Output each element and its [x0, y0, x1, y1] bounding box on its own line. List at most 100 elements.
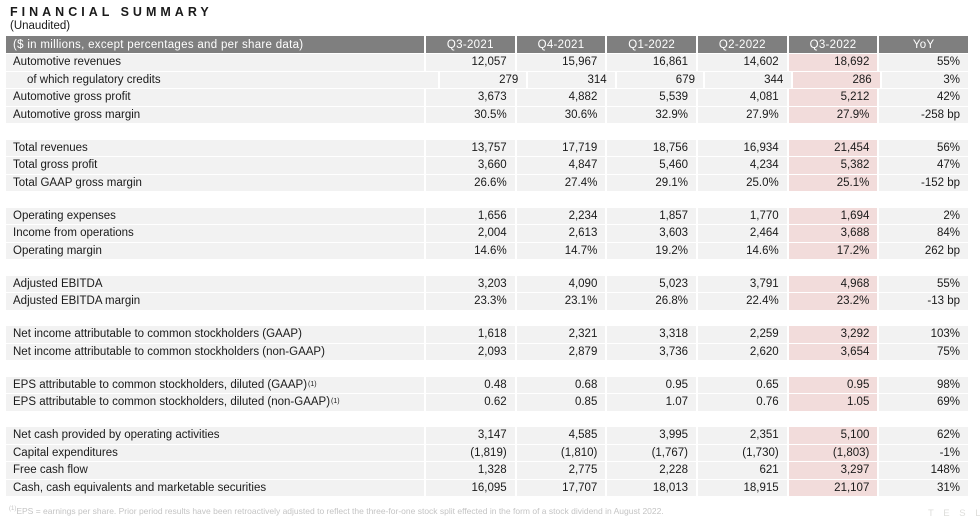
- value-cell-q1-2022: 5,539: [607, 89, 697, 106]
- value-cell-q3-2022: 286: [793, 71, 880, 88]
- value-cell-q4-2021: 15,967: [516, 54, 606, 71]
- value-cell-q4-2021: 4,882: [516, 89, 606, 106]
- value-cell-q3-2022: 4,968: [788, 275, 878, 292]
- value-cell-q2-2022: 14,602: [698, 54, 787, 71]
- value-cell-q3-2021: 2,093: [426, 343, 515, 360]
- value-cell-q1-2022: (1,767): [607, 444, 697, 461]
- row-label: Total gross profit: [6, 157, 424, 174]
- value-cell-q4-2021: 4,090: [516, 275, 606, 292]
- value-cell-q1-2022: 5,023: [607, 275, 697, 292]
- value-cell-q4-2021: 4,847: [516, 157, 606, 174]
- value-cell-q3-2021: 14.6%: [426, 242, 515, 259]
- footnote-superscript: (1): [9, 506, 17, 513]
- value-cell-q2-2022: 4,081: [698, 89, 787, 106]
- tesla-watermark: T E S L A: [928, 508, 980, 519]
- section-gap: [6, 412, 968, 428]
- value-cell-q2-2022: 22.4%: [698, 293, 787, 310]
- section-gap: [6, 260, 968, 276]
- value-cell-yoy: -1%: [879, 444, 969, 461]
- value-cell-q4-2021: 30.6%: [516, 106, 606, 123]
- value-cell-q1-2022: 19.2%: [607, 242, 697, 259]
- value-cell-q4-2021: 17,719: [516, 139, 606, 156]
- value-cell-q4-2021: 2,321: [516, 326, 606, 343]
- value-cell-q1-2022: 5,460: [607, 157, 697, 174]
- table-row: Capital expenditures (1,819) (1,810) (1,767…: [6, 444, 969, 461]
- value-cell-q3-2021: 13,757: [426, 139, 515, 156]
- value-cell-q1-2022: 18,013: [607, 479, 697, 496]
- value-cell-q3-2021: 3,660: [426, 157, 515, 174]
- table-row: Automotive gross margin 30.5% 30.6% 32.9% 27…: [6, 106, 969, 123]
- row-label: Adjusted EBITDA margin: [6, 293, 424, 310]
- table-header-label: ($ in millions, except percentages and p…: [6, 36, 424, 53]
- column-header-q1-2022: Q1-2022: [607, 36, 697, 53]
- value-cell-q1-2022: 2,228: [607, 462, 697, 479]
- footnote: (1)EPS = earnings per share. Prior perio…: [8, 506, 664, 516]
- table-row: Automotive gross profit 3,673 4,882 5,539 4,…: [6, 89, 969, 106]
- row-label: Net cash provided by operating activitie…: [6, 427, 424, 444]
- value-cell-q3-2022: 21,107: [788, 479, 878, 496]
- table-row: Adjusted EBITDA 3,203 4,090 5,023 3,791 4,968…: [6, 275, 969, 292]
- value-cell-q1-2022: 3,736: [607, 343, 697, 360]
- value-cell-q3-2021: (1,819): [426, 444, 515, 461]
- value-cell-q1-2022: 1,857: [607, 207, 697, 224]
- table-row: Adjusted EBITDA margin 23.3% 23.1% 26.8% 22.…: [6, 293, 969, 310]
- value-cell-q4-2021: 2,234: [516, 207, 606, 224]
- value-cell-q3-2022: 23.2%: [788, 293, 878, 310]
- row-label: EPS attributable to common stockholders,…: [6, 394, 424, 411]
- value-cell-q4-2021: (1,810): [516, 444, 606, 461]
- table-header-row: ($ in millions, except percentages and p…: [6, 36, 969, 53]
- value-cell-q2-2022: 14.6%: [698, 242, 787, 259]
- value-cell-q1-2022: 26.8%: [607, 293, 697, 310]
- value-cell-q4-2021: 0.68: [516, 376, 606, 393]
- value-cell-yoy: -258 bp: [879, 106, 969, 123]
- row-label: Automotive gross profit: [6, 89, 424, 106]
- row-label: Free cash flow: [6, 462, 424, 479]
- column-header-q4-2021: Q4-2021: [516, 36, 606, 53]
- value-cell-q2-2022: 621: [698, 462, 787, 479]
- table-row: Operating expenses 1,656 2,234 1,857 1,770 1,…: [6, 207, 969, 224]
- value-cell-q4-2021: 27.4%: [516, 174, 606, 191]
- value-cell-q3-2022: 21,454: [788, 139, 878, 156]
- value-cell-q4-2021: 23.1%: [516, 293, 606, 310]
- table-row: EPS attributable to common stockholders,…: [6, 376, 969, 393]
- value-cell-q3-2021: 1,328: [426, 462, 515, 479]
- section-gap: [6, 192, 968, 208]
- value-cell-q2-2022: 25.0%: [698, 174, 787, 191]
- value-cell-q3-2021: 3,203: [426, 275, 515, 292]
- table-row: Income from operations 2,004 2,613 3,603 2,4…: [6, 225, 969, 242]
- value-cell-q3-2022: 0.95: [788, 376, 878, 393]
- row-label: Capital expenditures: [6, 444, 424, 461]
- table-row: Net income attributable to common stockh…: [6, 326, 969, 343]
- value-cell-q2-2022: 3,791: [698, 275, 787, 292]
- value-cell-yoy: 56%: [879, 139, 969, 156]
- value-cell-q3-2022: (1,803): [788, 444, 878, 461]
- table-row: EPS attributable to common stockholders,…: [6, 394, 969, 411]
- column-header-q3-2021: Q3-2021: [426, 36, 515, 53]
- table-row: Net income attributable to common stockh…: [6, 343, 969, 360]
- value-cell-q4-2021: 14.7%: [516, 242, 606, 259]
- value-cell-q4-2021: 4,585: [516, 427, 606, 444]
- value-cell-q1-2022: 3,318: [607, 326, 697, 343]
- row-label: Operating margin: [6, 242, 424, 259]
- section-gap: [6, 311, 968, 327]
- value-cell-q3-2022: 1.05: [788, 394, 878, 411]
- value-cell-yoy: 69%: [879, 394, 969, 411]
- value-cell-q1-2022: 679: [616, 71, 703, 88]
- value-cell-q2-2022: 2,259: [698, 326, 787, 343]
- value-cell-q2-2022: 4,234: [698, 157, 787, 174]
- value-cell-yoy: -13 bp: [879, 293, 969, 310]
- value-cell-q4-2021: 2,879: [516, 343, 606, 360]
- value-cell-q2-2022: 2,464: [698, 225, 787, 242]
- value-cell-q3-2021: 23.3%: [426, 293, 515, 310]
- value-cell-q4-2021: 314: [528, 71, 615, 88]
- value-cell-q1-2022: 32.9%: [607, 106, 697, 123]
- value-cell-q3-2021: 30.5%: [426, 106, 515, 123]
- table-row: Net cash provided by operating activitie…: [6, 427, 969, 444]
- row-label: Income from operations: [6, 225, 424, 242]
- value-cell-q2-2022: 0.65: [698, 376, 787, 393]
- value-cell-q1-2022: 0.95: [607, 376, 697, 393]
- value-cell-q3-2021: 2,004: [426, 225, 515, 242]
- value-cell-yoy: 2%: [879, 207, 969, 224]
- table-row: Total revenues 13,757 17,719 18,756 16,934 21…: [6, 139, 969, 156]
- value-cell-q3-2021: 0.62: [426, 394, 515, 411]
